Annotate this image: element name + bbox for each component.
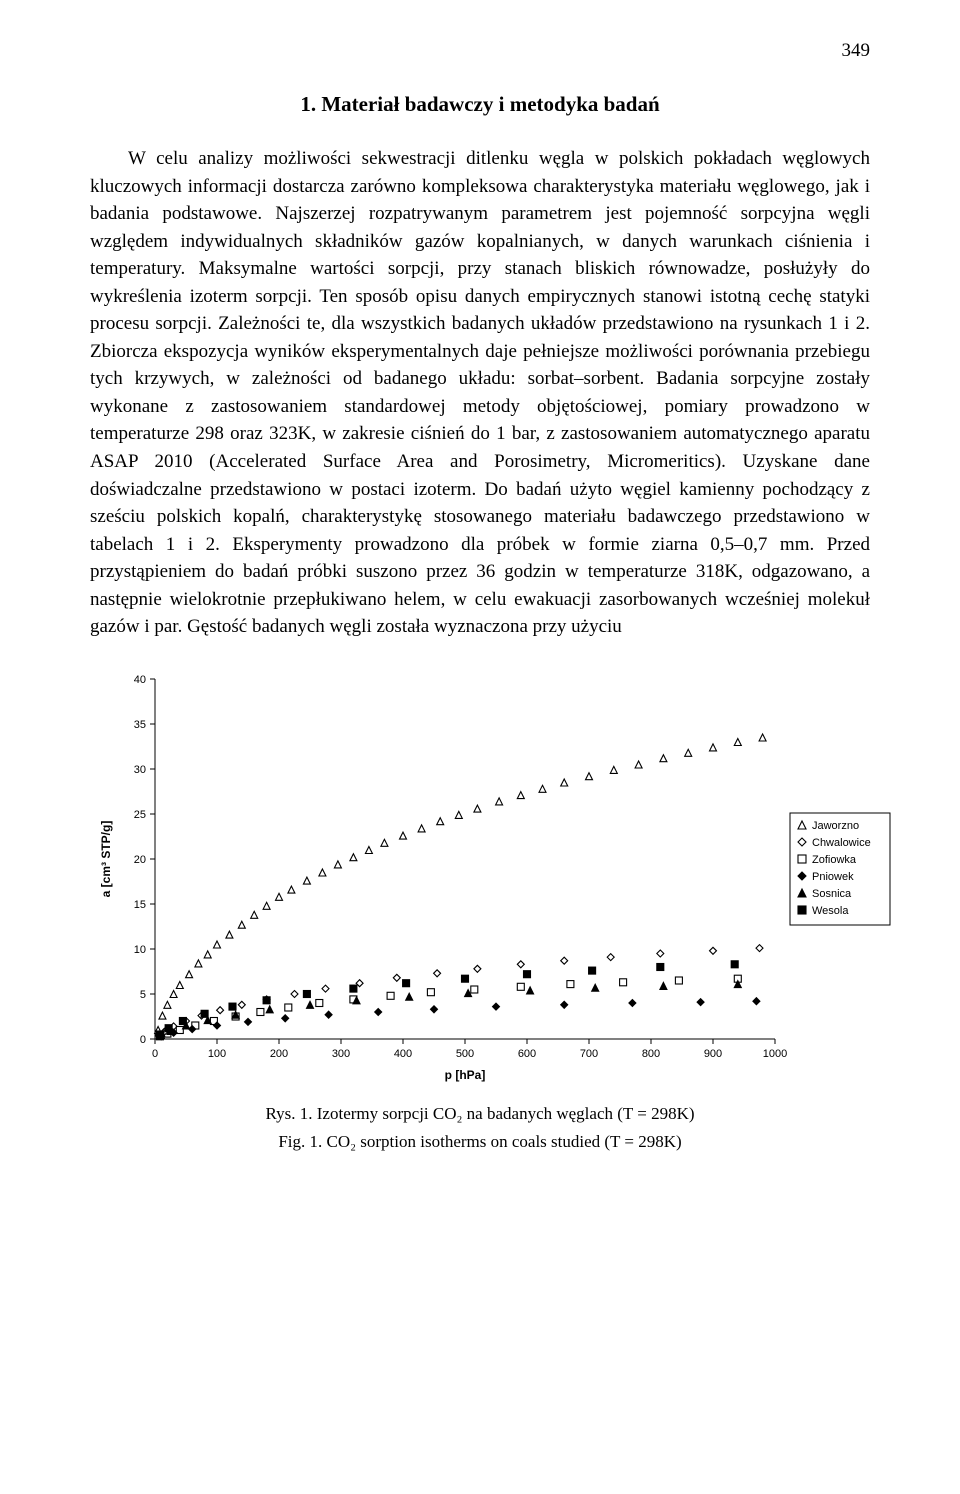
svg-text:a [cm³ STP/g]: a [cm³ STP/g] (99, 821, 113, 898)
section-title: 1. Materiał badawczy i metodyka badań (90, 92, 870, 117)
svg-text:40: 40 (134, 674, 146, 686)
svg-text:0: 0 (140, 1034, 146, 1046)
svg-text:10: 10 (134, 944, 146, 956)
figure-caption-en: Fig. 1. CO₂ sorption isotherms on coals … (90, 1132, 870, 1152)
svg-text:1000: 1000 (763, 1048, 787, 1060)
svg-text:5: 5 (140, 989, 146, 1001)
svg-text:100: 100 (208, 1048, 226, 1060)
svg-text:600: 600 (518, 1048, 536, 1060)
svg-text:0: 0 (152, 1048, 158, 1060)
chart-figure: 0 100 200 300 400 500 600 700 800 900 1000 0 5 10 15 20… (90, 669, 870, 1094)
body-paragraph: W celu analizy możliwości sekwestracji d… (90, 145, 870, 641)
svg-text:200: 200 (270, 1048, 288, 1060)
svg-text:15: 15 (134, 899, 146, 911)
page-number: 349 (90, 40, 870, 62)
svg-text:30: 30 (134, 764, 146, 776)
svg-text:25: 25 (134, 809, 146, 821)
svg-text:500: 500 (456, 1048, 474, 1060)
svg-text:35: 35 (134, 719, 146, 731)
svg-text:Jaworzno: Jaworzno (812, 820, 859, 832)
svg-text:20: 20 (134, 854, 146, 866)
svg-text:p [hPa]: p [hPa] (445, 1068, 486, 1082)
svg-text:Wesola: Wesola (812, 905, 849, 917)
scatter-chart: 0 100 200 300 400 500 600 700 800 900 1000 0 5 10 15 20… (90, 669, 915, 1094)
svg-text:700: 700 (580, 1048, 598, 1060)
figure-caption-pl: Rys. 1. Izotermy sorpcji CO₂ na badanych… (90, 1104, 870, 1124)
svg-text:900: 900 (704, 1048, 722, 1060)
svg-text:400: 400 (394, 1048, 412, 1060)
svg-text:Sosnica: Sosnica (812, 888, 852, 900)
svg-text:Zofiowka: Zofiowka (812, 854, 857, 866)
svg-text:Chwalowice: Chwalowice (812, 837, 871, 849)
svg-text:800: 800 (642, 1048, 660, 1060)
svg-text:300: 300 (332, 1048, 350, 1060)
svg-text:Pniowek: Pniowek (812, 871, 854, 883)
